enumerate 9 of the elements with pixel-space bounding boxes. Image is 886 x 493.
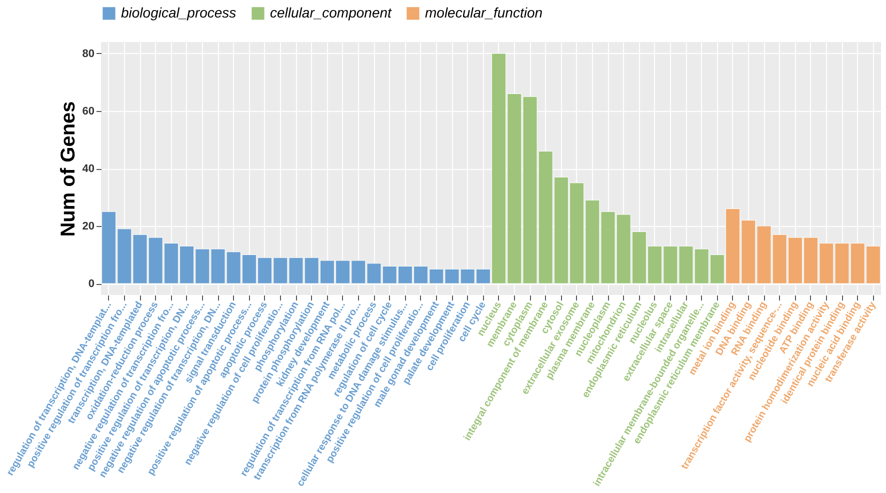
y-tick-label: 60 [82,106,94,118]
y-tick-label: 20 [82,220,94,232]
y-tick-label: 0 [88,278,94,290]
y-tick-label: 80 [82,48,94,60]
y-tick-label: 40 [82,163,94,175]
legend-label: cellular_component [270,4,393,20]
y-axis-title: Num of Genes [57,101,80,237]
legend-label: molecular_function [425,4,543,20]
legend-label: biological_process [121,4,236,20]
